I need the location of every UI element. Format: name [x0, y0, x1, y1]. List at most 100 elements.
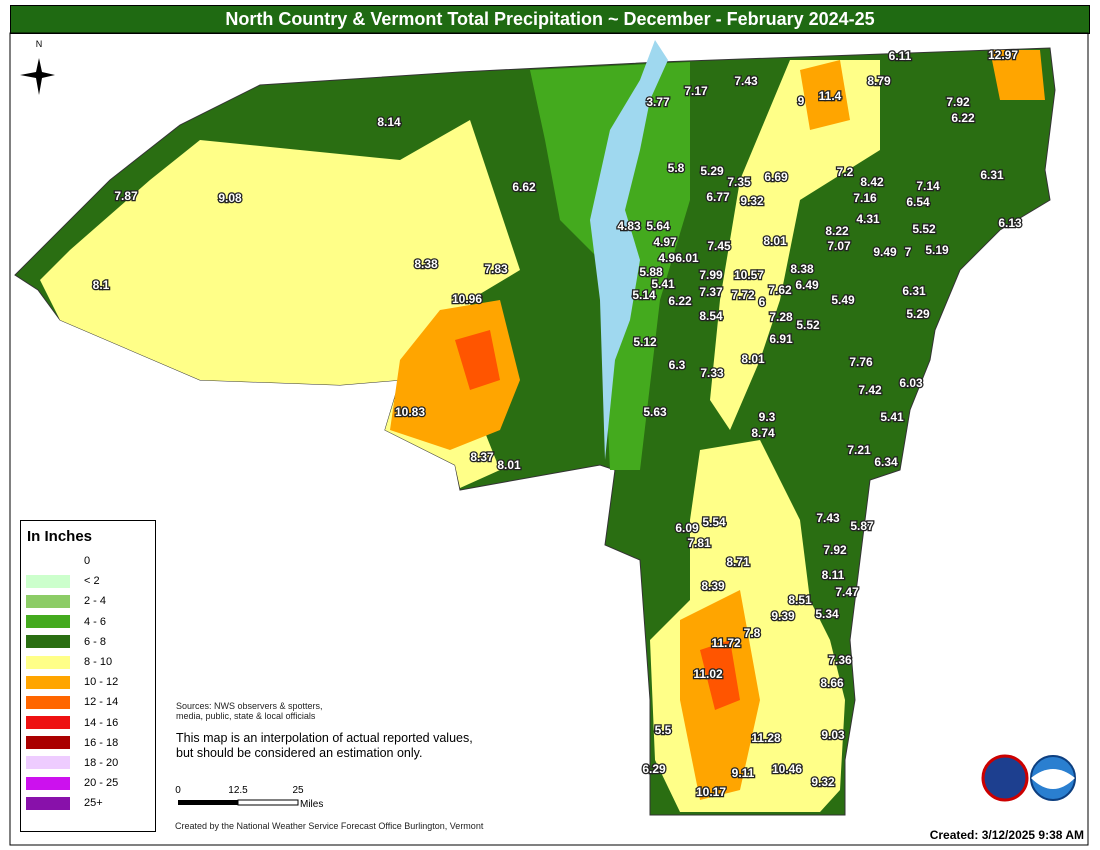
legend: In Inches 0 < 2 2 - 4 4 - 6 6 - 8 8 - 10 10 - …	[20, 520, 156, 832]
station-value: 9	[798, 94, 805, 108]
station-value: 7.16	[853, 191, 877, 205]
station-value: 5.12	[633, 335, 657, 349]
station-value: 5.41	[880, 410, 904, 424]
station-value: 5.41	[651, 277, 675, 291]
station-value: 10.83	[395, 405, 425, 419]
station-value: 6.22	[668, 294, 692, 308]
station-value: 8.66	[820, 676, 844, 690]
station-value: 5.54	[702, 515, 726, 529]
station-value: 5.52	[796, 318, 820, 332]
noaa-logo	[1030, 755, 1076, 801]
station-value: 5.14	[632, 288, 656, 302]
station-value: 7.28	[769, 310, 793, 324]
station-value: 10.96	[452, 292, 482, 306]
station-value: 7.83	[484, 262, 508, 276]
station-value: 8.38	[790, 262, 814, 276]
legend-label: 0	[84, 555, 91, 568]
legend-swatch	[26, 635, 70, 649]
legend-label: 14 - 16	[84, 716, 119, 729]
station-value: 7.35	[727, 175, 751, 189]
legend-item: 16 - 18	[21, 733, 155, 753]
station-value: 4.93	[658, 251, 682, 265]
legend-item: < 2	[21, 571, 155, 591]
legend-item: 14 - 16	[21, 713, 155, 733]
scale-label: 12.5	[228, 785, 248, 796]
station-value: 6.54	[906, 195, 930, 209]
station-value: 7.92	[946, 95, 970, 109]
legend-item: 0	[21, 551, 155, 571]
station-value: 6.31	[902, 284, 926, 298]
station-value: 8.01	[741, 352, 765, 366]
station-value: 7.14	[916, 179, 940, 193]
station-value: 8.11	[822, 568, 845, 582]
legend-item: 12 - 14	[21, 692, 155, 712]
station-value: 7.76	[849, 355, 873, 369]
station-value: 6.09	[675, 521, 699, 535]
station-value: 9.03	[821, 728, 845, 742]
legend-swatch	[26, 574, 70, 588]
station-value: 5.63	[643, 405, 667, 419]
legend-item: 18 - 20	[21, 753, 155, 773]
legend-label: 12 - 14	[84, 696, 119, 709]
region-base	[14, 47, 1056, 816]
legend-label: 25+	[84, 797, 103, 810]
station-value: 8.22	[825, 224, 849, 238]
station-value: 11.4	[819, 89, 842, 103]
station-value: 6.62	[512, 180, 536, 194]
station-value: 6.3	[669, 358, 686, 372]
legend-item: 20 - 25	[21, 773, 155, 793]
legend-swatch	[26, 756, 70, 770]
station-value: 8.01	[763, 234, 787, 248]
legend-swatch	[26, 736, 70, 750]
station-value: 9.32	[811, 775, 835, 789]
station-value: 5.52	[912, 222, 936, 236]
note: This map is an interpolation of actual r…	[176, 731, 473, 760]
station-value: 8.38	[414, 257, 438, 271]
scale-segment	[237, 799, 299, 806]
station-value: 7.47	[835, 585, 859, 599]
station-value: 8.1	[93, 278, 110, 292]
station-value: 7.72	[731, 288, 755, 302]
station-value: 3.77	[646, 95, 670, 109]
legend-label: 16 - 18	[84, 736, 119, 749]
title-bar: North Country & Vermont Total Precipitat…	[10, 5, 1090, 34]
legend-label: < 2	[84, 575, 100, 588]
legend-item: 2 - 4	[21, 591, 155, 611]
station-value: 8.01	[497, 458, 521, 472]
legend-swatch	[26, 594, 70, 608]
station-value: 6.77	[706, 190, 730, 204]
station-value: 8.14	[377, 115, 401, 129]
station-value: 10.57	[734, 268, 764, 282]
station-value: 9.32	[740, 194, 764, 208]
scale-bar	[178, 799, 299, 806]
station-value: 7.2	[837, 165, 854, 179]
station-value: 6.34	[874, 455, 898, 469]
station-value: 5.34	[815, 607, 839, 621]
station-value: 6.11	[889, 49, 912, 63]
legend-swatch	[26, 695, 70, 709]
station-value: 5.87	[850, 519, 874, 533]
station-value: 6.69	[764, 170, 788, 184]
station-value: 7.62	[768, 283, 792, 297]
station-value: 5.19	[925, 243, 949, 257]
station-value: 8.42	[860, 175, 884, 189]
station-value: 5.49	[831, 293, 855, 307]
legend-swatch	[26, 554, 70, 568]
station-value: 7.92	[823, 543, 847, 557]
scale-segment	[178, 800, 238, 805]
lake-champlain	[590, 40, 668, 460]
station-value: 8.74	[751, 426, 775, 440]
station-value: 4.97	[653, 235, 677, 249]
station-value: 5.88	[639, 265, 663, 279]
station-value: 10.17	[696, 785, 726, 799]
station-value: 4.83	[617, 219, 641, 233]
legend-item: 10 - 12	[21, 672, 155, 692]
station-value: 7.36	[828, 653, 852, 667]
station-value: 6.49	[795, 278, 819, 292]
north-arrow-icon	[20, 58, 55, 95]
station-value: 6.01	[675, 251, 699, 265]
legend-label: 6 - 8	[84, 635, 107, 648]
station-value: 6.03	[899, 376, 923, 390]
station-value: 6.13	[998, 216, 1022, 230]
station-value: 5.29	[906, 307, 930, 321]
